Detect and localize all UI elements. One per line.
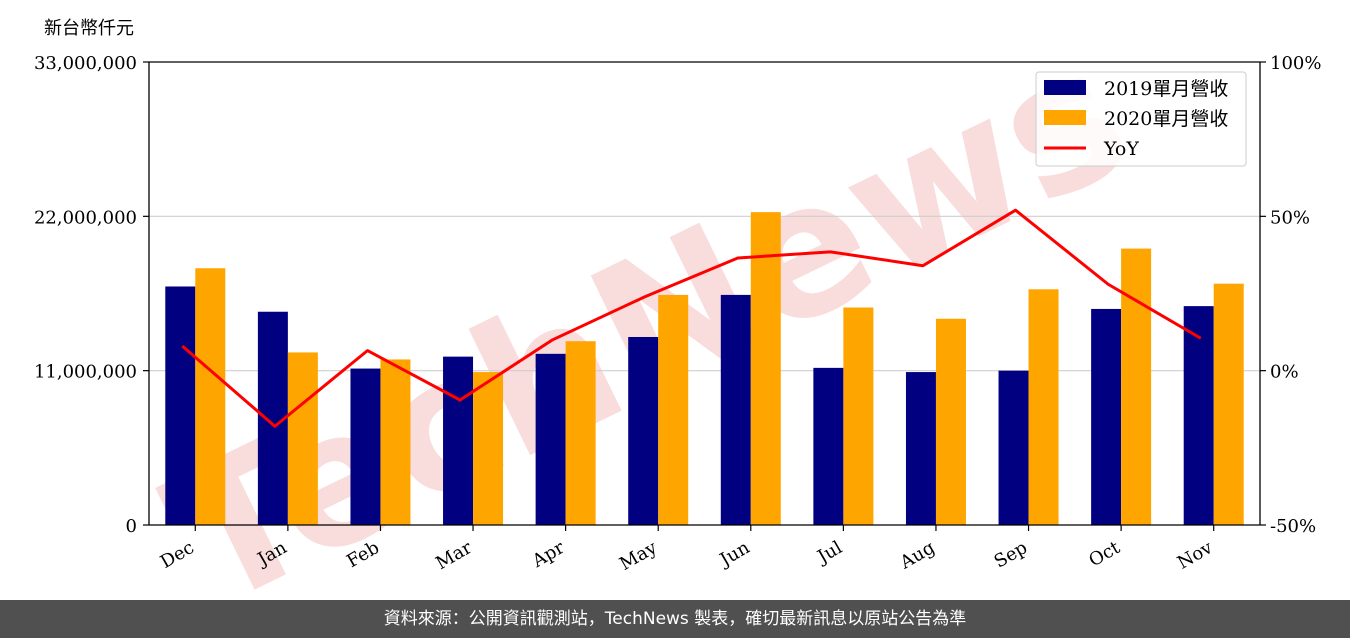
legend-box	[1035, 71, 1247, 167]
source-footer: 資料來源：公開資訊觀測站，TechNews 製表，確切最新訊息以原站公告為準	[0, 600, 1350, 638]
yoy-line	[181, 208, 1202, 428]
x-tick-label-jul: Jul	[812, 537, 846, 569]
bar-2020-oct	[1121, 248, 1152, 525]
x-tick-label-aug: Aug	[896, 537, 939, 574]
series-2020-bars	[195, 212, 1244, 525]
x-tick-label-oct: Oct	[1085, 537, 1124, 572]
legend-swatch-2019	[1044, 80, 1086, 95]
bar-2020-feb	[380, 359, 411, 525]
yoy-line-group	[181, 208, 1202, 428]
bar-2019-jun	[720, 294, 751, 525]
bar-2020-jul	[843, 307, 874, 525]
legend: 2019單月營收 2020單月營收 YoY	[1035, 71, 1247, 167]
bar-2019-sep	[998, 370, 1029, 525]
legend-label-2020: 2020單月營收	[1104, 108, 1228, 130]
bar-2019-aug	[905, 372, 936, 525]
bar-2019-may	[628, 336, 659, 525]
x-tick-label-nov: Nov	[1174, 537, 1217, 574]
bar-2019-dec	[165, 286, 196, 525]
legend-label-yoy: YoY	[1103, 138, 1139, 160]
plot-frame	[148, 61, 1261, 526]
left-tick-label-0: 0	[126, 516, 137, 537]
bar-2019-mar	[443, 356, 474, 525]
bar-2019-apr	[535, 353, 566, 525]
revenue-chart: TechNews 新台幣仟元 011,000,00022,000,00033,0…	[34, 4, 1322, 600]
left-tick-label-2: 22,000,000	[34, 207, 137, 228]
bar-2020-apr	[565, 341, 596, 525]
bar-2019-nov	[1183, 306, 1214, 525]
left-axis-unit-label: 新台幣仟元	[44, 18, 134, 39]
bar-2019-jul	[813, 367, 844, 525]
left-axis: 0 11,000,000 22,000,000 33,000,000	[34, 53, 149, 537]
right-axis: -50% 0% 50% 100%	[1260, 53, 1321, 537]
right-tick-label-2: 50%	[1270, 207, 1310, 228]
bar-2020-aug	[935, 318, 966, 525]
x-tick-label-may: May	[616, 537, 661, 575]
x-tick-label-jun: Jun	[715, 537, 754, 572]
bar-2020-jan	[287, 352, 318, 525]
right-tick-label-0: -50%	[1270, 516, 1316, 537]
bar-2020-may	[658, 294, 689, 525]
bar-2020-dec	[195, 268, 226, 525]
bar-2020-sep	[1028, 289, 1059, 525]
bar-2020-mar	[473, 372, 504, 525]
grid-lines	[149, 215, 1260, 372]
bar-2020-nov	[1213, 283, 1244, 525]
bar-2019-oct	[1091, 308, 1122, 525]
x-tick-label-sep: Sep	[991, 537, 1031, 572]
legend-label-2019: 2019單月營收	[1104, 78, 1228, 100]
left-tick-label-1: 11,000,000	[34, 362, 137, 383]
series-2019-bars	[165, 286, 1214, 525]
right-tick-label-1: 0%	[1270, 362, 1299, 383]
legend-swatch-2020	[1044, 110, 1086, 125]
left-tick-label-3: 33,000,000	[34, 53, 137, 74]
x-tick-label-apr: Apr	[528, 537, 568, 572]
right-tick-label-3: 100%	[1270, 53, 1321, 74]
bar-2019-feb	[350, 368, 381, 525]
bar-2020-jun	[750, 212, 781, 525]
